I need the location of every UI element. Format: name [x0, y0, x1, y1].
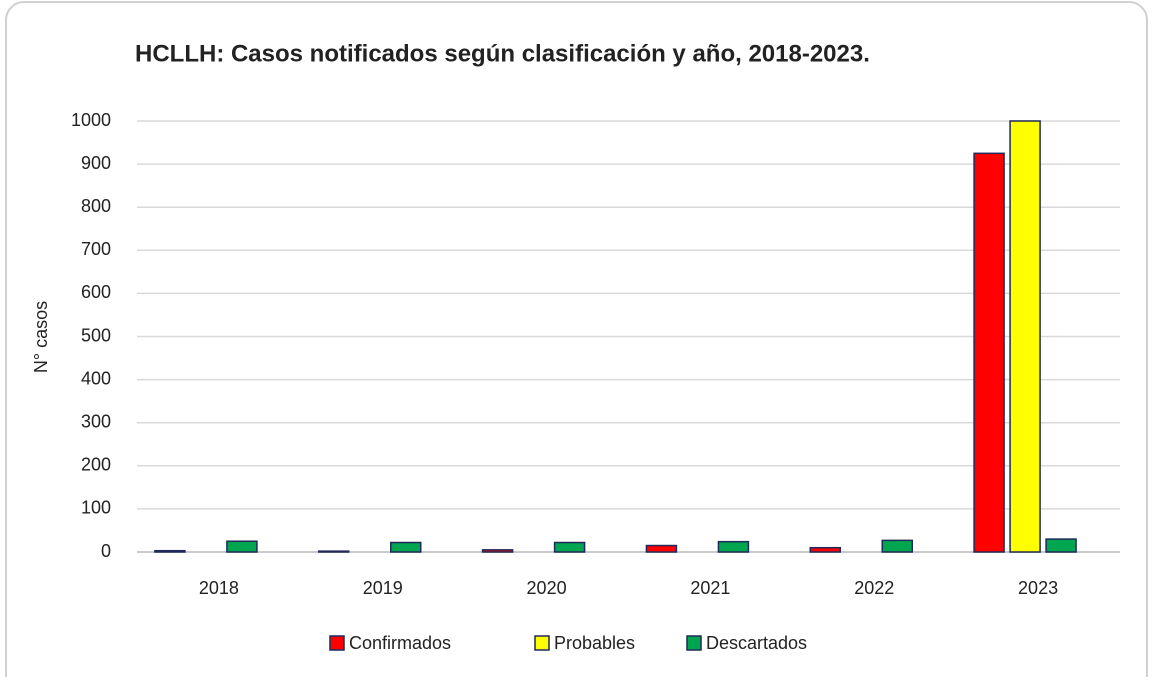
legend-label: Probables [554, 633, 635, 653]
x-tick-label: 2023 [1018, 578, 1058, 598]
legend-swatch [329, 635, 345, 651]
y-axis-label: N° casos [31, 301, 51, 373]
legend-swatch [686, 635, 702, 651]
y-tick-label: 300 [81, 411, 111, 431]
y-tick-label: 800 [81, 196, 111, 216]
x-tick-label: 2021 [690, 578, 730, 598]
bar [973, 152, 1005, 553]
x-tick-label: 2022 [854, 578, 894, 598]
bar [318, 550, 350, 553]
y-tick-label: 400 [81, 368, 111, 388]
bar [645, 544, 678, 553]
y-tick-label: 1000 [71, 110, 111, 130]
bar [717, 540, 750, 553]
bar [226, 540, 258, 553]
y-tick-label: 600 [81, 282, 111, 302]
bar [881, 539, 913, 553]
x-tick-label: 2019 [363, 578, 403, 598]
legend-swatch [534, 635, 550, 651]
bar [1009, 120, 1041, 553]
y-tick-label: 500 [81, 325, 111, 345]
chart-frame [5, 1, 1148, 682]
y-tick-label: 700 [81, 239, 111, 259]
x-tick-label: 2018 [199, 578, 239, 598]
bar [154, 549, 186, 553]
chart-title: HCLLH: Casos notificados según clasifica… [135, 40, 870, 67]
legend-label: Descartados [706, 633, 807, 653]
bar [1045, 538, 1077, 553]
bar [390, 541, 422, 553]
y-tick-label: 100 [81, 498, 111, 518]
y-tick-label: 900 [81, 153, 111, 173]
x-tick-label: 2020 [527, 578, 567, 598]
bar [809, 546, 841, 553]
bar [481, 549, 514, 553]
y-tick-label: 0 [101, 541, 111, 561]
bar [553, 541, 586, 553]
y-tick-label: 200 [81, 455, 111, 475]
legend-label: Confirmados [349, 633, 451, 653]
